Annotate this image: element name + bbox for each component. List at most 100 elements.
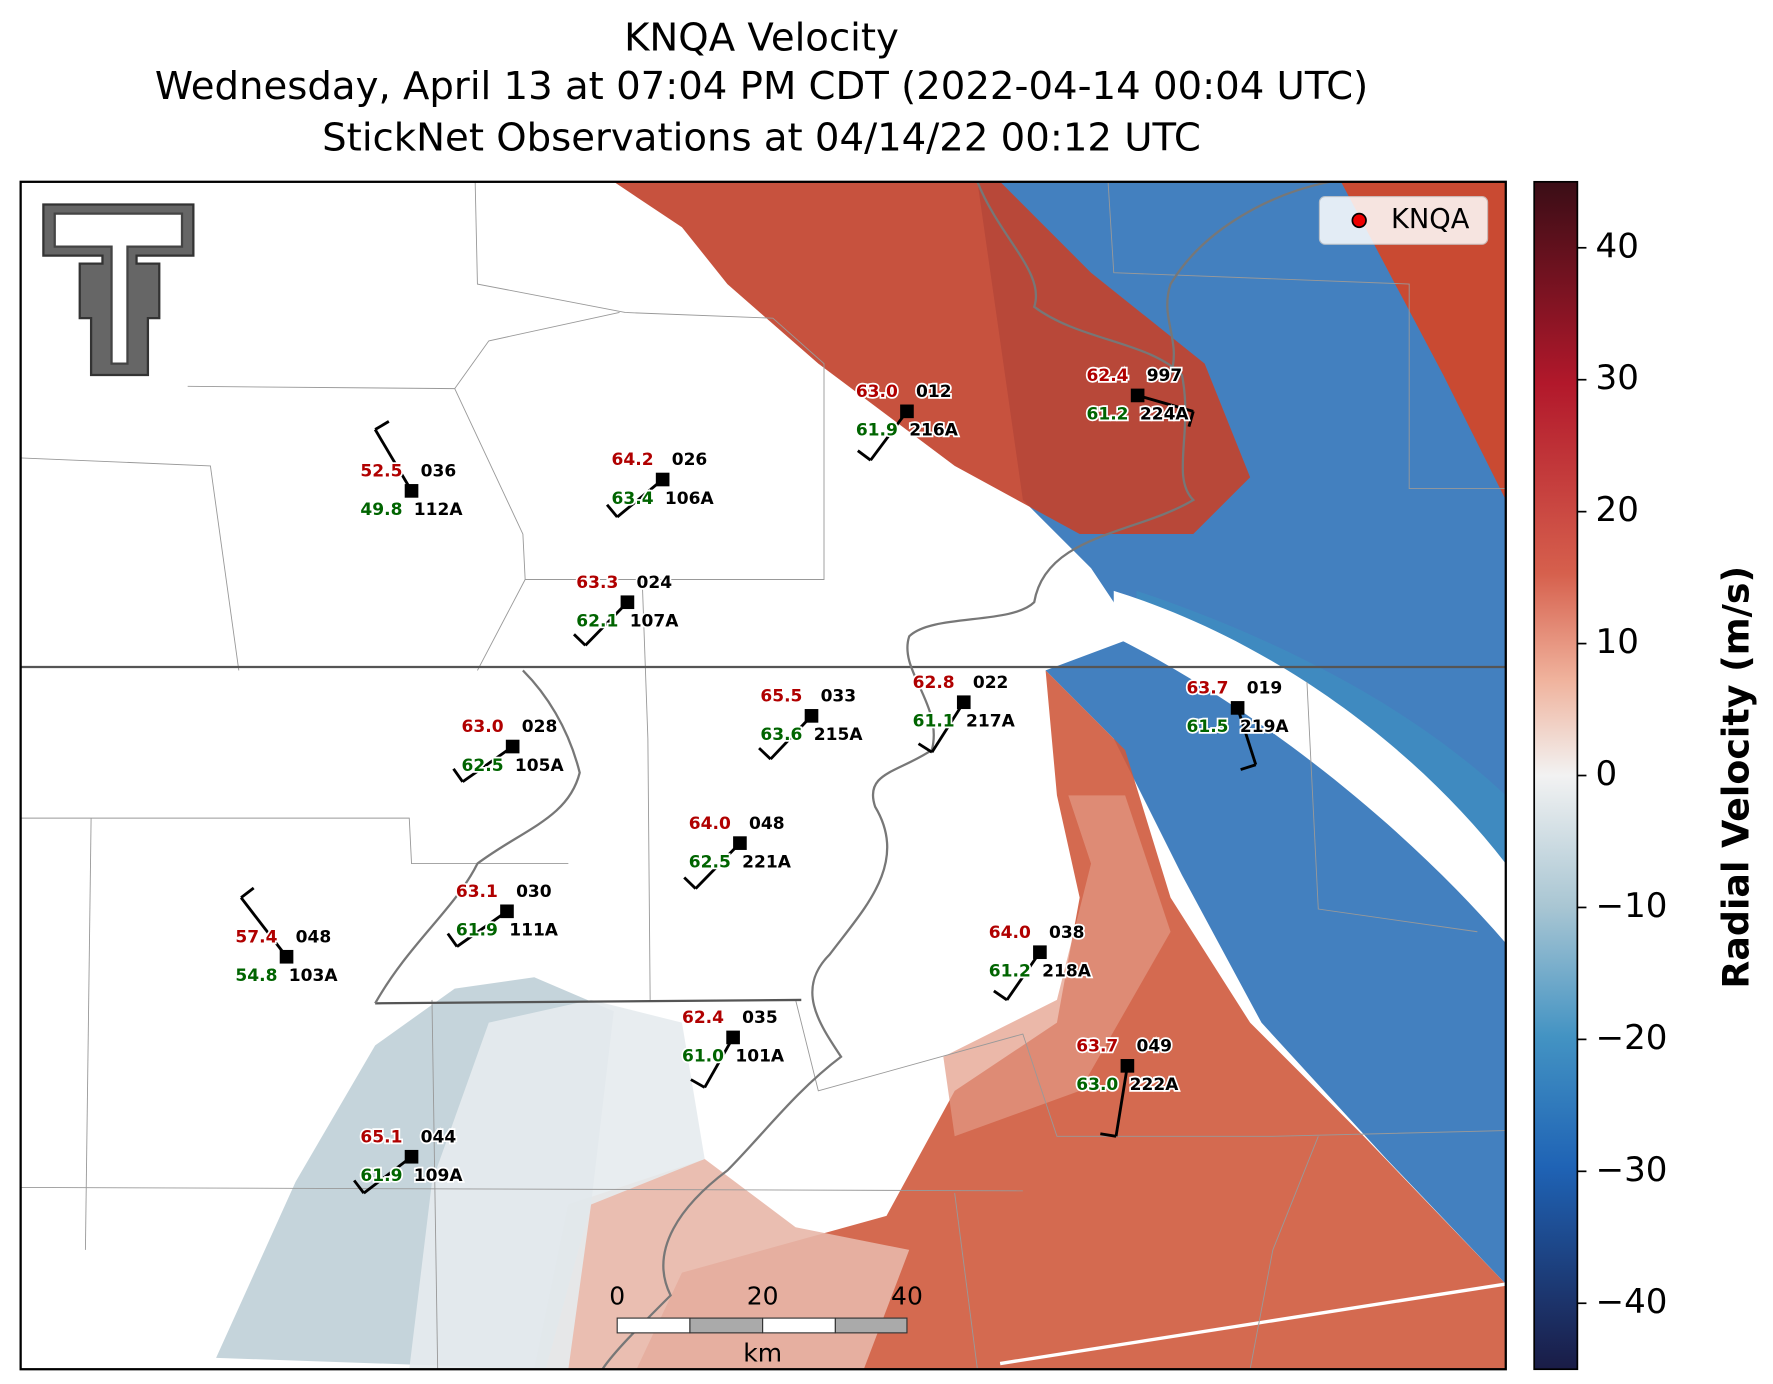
colorbar-tick-label: −30 (1596, 1150, 1668, 1190)
pressure: 030 (516, 882, 552, 902)
station-id: 215A (814, 725, 864, 745)
barb-flag (1187, 410, 1195, 428)
scale-bar: 0 20 40 km (609, 1282, 923, 1368)
station-id: 222A (1130, 1075, 1180, 1095)
barb-flag (572, 633, 587, 647)
pressure: 028 (522, 717, 558, 737)
station-id: 107A (630, 612, 680, 632)
pressure: 048 (296, 927, 332, 947)
pressure: 049 (1136, 1037, 1172, 1057)
pressure: 024 (637, 573, 673, 593)
station-marker (1033, 945, 1047, 960)
station-marker (1230, 701, 1245, 715)
barb-flag (758, 747, 772, 761)
dewpoint: 49.8 (360, 500, 402, 520)
station-marker (1120, 1059, 1135, 1073)
dewpoint: 61.9 (456, 921, 498, 941)
barb-flag (1100, 1132, 1117, 1138)
title-line: StickNet Observations at 04/14/22 00:12 … (322, 115, 1201, 160)
legend-marker (1351, 212, 1367, 229)
barb-flag (446, 932, 459, 948)
pressure: 033 (821, 687, 857, 707)
legend-label: KNQA (1391, 204, 1470, 235)
station-marker (956, 695, 971, 710)
station-id: 109A (414, 1166, 464, 1186)
dewpoint: 63.6 (760, 725, 802, 745)
pressure: 035 (742, 1008, 778, 1028)
dewpoint: 62.5 (689, 852, 731, 872)
barb-flag (605, 503, 619, 518)
pressure: 036 (421, 462, 457, 482)
pressure: 997 (1147, 366, 1183, 386)
scale-label: 20 (747, 1282, 779, 1311)
wind-barb (1005, 951, 1042, 1001)
station-id: 112A (414, 500, 464, 520)
wind-barb (461, 745, 514, 783)
colorbar-tick-label: 20 (1596, 490, 1639, 530)
station-id: 105A (515, 756, 565, 776)
temperature: 57.4 (235, 927, 277, 947)
title-line: Wednesday, April 13 at 07:04 PM CDT (202… (155, 64, 1368, 109)
pressure: 048 (749, 814, 785, 834)
station-marker (404, 484, 419, 498)
temperature: 65.1 (360, 1127, 402, 1147)
barb-flag (993, 989, 1008, 1002)
temperature: 65.5 (760, 687, 802, 707)
wind-barb (694, 842, 741, 890)
pressure: 022 (973, 673, 1009, 693)
pressure: 019 (1247, 679, 1283, 699)
temperature: 64.0 (689, 814, 731, 834)
wind-barb (930, 701, 965, 753)
wind-barb (1137, 394, 1194, 413)
wind-barb (456, 910, 508, 948)
barb-flag (1240, 763, 1257, 771)
barb-flag (240, 886, 255, 899)
station-id: 224A (1140, 405, 1190, 425)
colorbar: Radial Velocity (m/s) 40 30 20 10 0 −10 −20 −30… (1533, 180, 1758, 1371)
station-marker (655, 472, 670, 487)
temperature: 63.1 (456, 882, 498, 902)
barb-flag (690, 1078, 706, 1089)
dewpoint: 62.5 (462, 756, 504, 776)
pressure: 044 (421, 1127, 457, 1147)
colorbar-tick-label: 0 (1596, 754, 1618, 794)
station-marker (500, 904, 514, 919)
legend: KNQA (1318, 196, 1489, 245)
logo (42, 203, 195, 377)
station-marker (726, 1030, 740, 1045)
station-id: 217A (966, 712, 1016, 732)
pressure: 012 (916, 382, 952, 402)
map-frame (19, 180, 1507, 1371)
legend-box (1318, 196, 1489, 245)
colorbar-tick-label: −40 (1596, 1282, 1668, 1322)
temperature: 62.8 (913, 673, 955, 693)
station-marker (404, 1149, 419, 1164)
barb-flag (856, 449, 872, 462)
station-id: 216A (909, 421, 959, 441)
title-line: KNQA Velocity (624, 15, 899, 60)
station-id: 111A (509, 921, 559, 941)
wind-barb (362, 1155, 413, 1195)
scale-unit: km (743, 1338, 782, 1367)
wind-barb (769, 714, 813, 761)
boundaries (20, 181, 1506, 1370)
temperature: 62.4 (682, 1008, 724, 1028)
dewpoint: 62.1 (576, 612, 618, 632)
station-marker (804, 709, 819, 723)
wind-barb (1236, 707, 1258, 766)
station-marker (733, 836, 747, 850)
station-id: 103A (289, 966, 339, 986)
barb-flag (452, 767, 464, 783)
dewpoint: 61.0 (682, 1047, 724, 1067)
station-id: 218A (1042, 962, 1092, 982)
dewpoint: 61.9 (360, 1166, 402, 1186)
temperature: 52.5 (360, 462, 402, 482)
colorbar-tick-label: 40 (1596, 226, 1639, 266)
colorbar-tick-label: −10 (1596, 886, 1668, 926)
temperature: 63.0 (856, 382, 898, 402)
temperature: 63.0 (462, 717, 504, 737)
temperature: 63.7 (1076, 1037, 1118, 1057)
scale-label: 40 (891, 1282, 923, 1311)
station-id: 106A (665, 489, 715, 509)
